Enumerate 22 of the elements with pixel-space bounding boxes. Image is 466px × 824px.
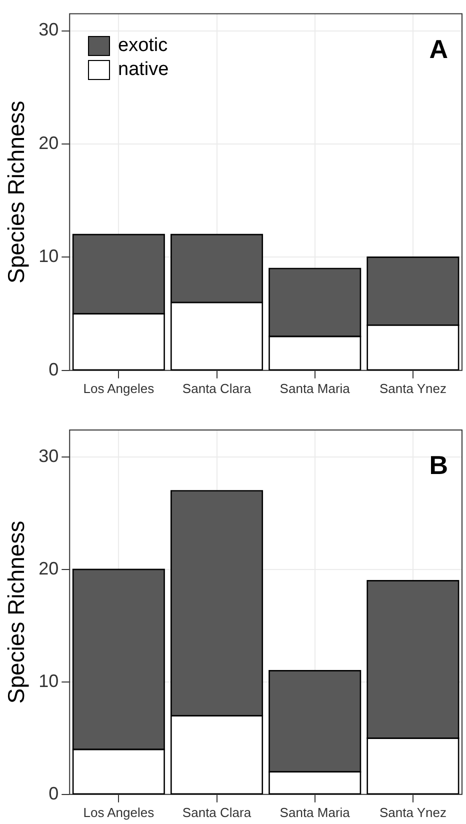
y-tick-label: 10 (38, 246, 59, 266)
x-tick-label: Santa Clara (182, 380, 252, 396)
x-tick-label: Los Angeles (83, 380, 155, 396)
x-tick-label: Santa Maria (280, 380, 351, 396)
y-tick-label: 30 (38, 446, 59, 466)
y-tick-label: 20 (38, 558, 59, 578)
annotation: A (429, 34, 448, 64)
y-tick-label: 30 (38, 20, 59, 40)
y-tick-label: 0 (48, 783, 59, 804)
x-tick-label: Santa Maria (280, 804, 351, 820)
x-tick-label: Los Angeles (83, 804, 155, 820)
y-axis-title: Species Richness (3, 100, 30, 284)
legend-label: exotic (118, 34, 168, 58)
y-tick-label: 20 (38, 132, 59, 153)
y-axis-title: Species Richness (3, 520, 30, 704)
y-tick-label: 0 (48, 359, 59, 380)
y-tick-label: 10 (38, 670, 59, 691)
x-tick-label: Santa Ynez (379, 804, 446, 820)
x-tick-label: Santa Clara (182, 804, 252, 820)
legend-label: native (118, 58, 169, 82)
x-tick-label: Santa Ynez (379, 380, 446, 396)
annotation: B (429, 450, 448, 480)
